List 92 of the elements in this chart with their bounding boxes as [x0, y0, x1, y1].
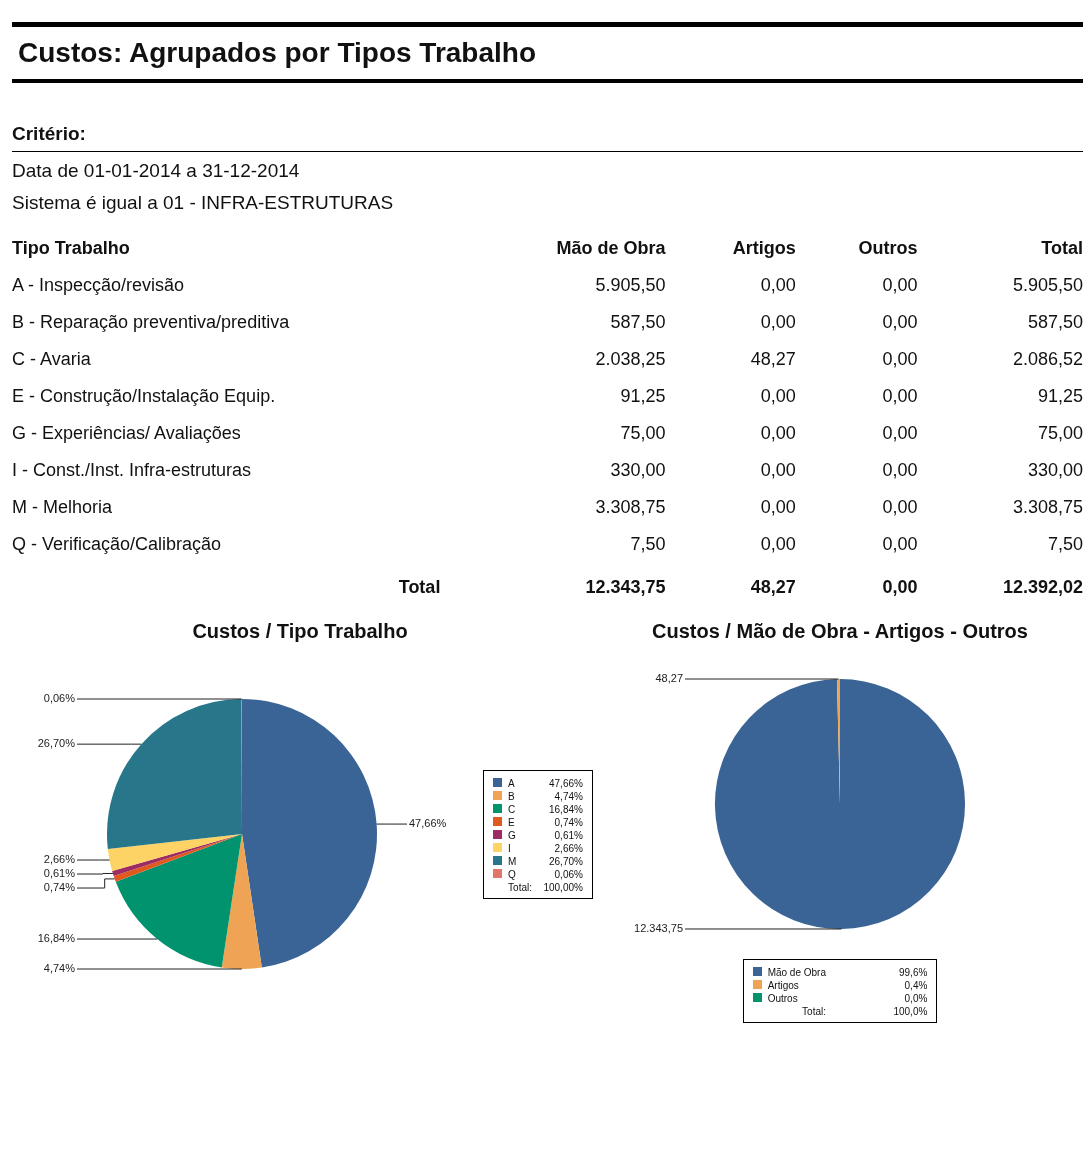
text: 26,70%	[548, 855, 583, 867]
text: 0,4%	[903, 979, 929, 992]
text: Q - Verificação/Calibração	[12, 533, 223, 556]
text: 0,00	[881, 422, 918, 445]
text: 12.392,02	[1001, 576, 1083, 599]
text: Total	[397, 576, 441, 599]
text: 2.086,52	[1011, 348, 1083, 371]
text: 100,00%	[542, 880, 584, 894]
text: 7,50	[1046, 533, 1083, 556]
text: 330,00	[609, 459, 666, 482]
text: 0,0%	[903, 992, 929, 1005]
text: Sistema é igual a 01 - INFRA-ESTRUTURAS	[12, 192, 395, 214]
data-label: 16,84%	[37, 932, 76, 945]
legend-label: M	[507, 854, 518, 868]
legend-label: Artigos	[766, 979, 800, 992]
text: 7,50	[629, 533, 666, 556]
data-label: 47,66%	[409, 817, 447, 830]
text: 0,00	[759, 274, 796, 297]
data-label: 2,66%	[43, 853, 76, 866]
legend-label: Q	[507, 867, 517, 881]
text: 2,66%	[554, 842, 583, 854]
data-label: 0,06%	[43, 692, 76, 705]
data-label: 26,70%	[37, 737, 76, 750]
text: 75,00	[619, 422, 666, 445]
text: Total:	[801, 1005, 827, 1018]
text: Artigos	[731, 237, 796, 260]
text: E - Construção/Instalação Equip.	[12, 385, 277, 408]
text: Mão de Obra	[555, 237, 666, 260]
text: 0,00	[881, 576, 918, 599]
text: 0,74%	[554, 816, 583, 828]
data-label: 12.343,75	[634, 922, 683, 935]
text: 3.308,75	[1011, 496, 1083, 519]
legend-label: I	[507, 841, 512, 855]
text: 0,00	[759, 533, 796, 556]
text: 0,00	[759, 422, 796, 445]
data-label: 0,74%	[43, 881, 76, 894]
data-label: 48,27	[655, 672, 683, 685]
text: 0,00	[881, 385, 918, 408]
legend-label: A	[507, 776, 516, 790]
text: A - Inspecção/revisão	[12, 274, 186, 297]
text: 48,27	[749, 348, 796, 371]
text: 0,00	[881, 311, 918, 334]
text: 2.038,25	[594, 348, 666, 371]
text: 587,50	[1026, 311, 1083, 334]
text: C - Avaria	[12, 348, 92, 371]
text: 0,00	[881, 533, 918, 556]
text: 0,00	[759, 311, 796, 334]
chart-title: Custos / Tipo Trabalho	[192, 620, 408, 643]
text: Outros	[857, 237, 918, 260]
text: 0,00	[759, 496, 796, 519]
data-label: 4,74%	[43, 962, 76, 975]
text: 91,25	[619, 385, 666, 408]
text: 47,66%	[548, 777, 583, 789]
legend-label: Mão de Obra	[766, 966, 827, 979]
text: B - Reparação preventiva/preditiva	[12, 311, 291, 334]
text: I - Const./Inst. Infra-estruturas	[12, 459, 253, 482]
text: 99,6%	[898, 966, 929, 979]
text: 0,00	[759, 385, 796, 408]
text: 0,00	[881, 274, 918, 297]
text: Custos: Agrupados por Tipos Trabalho	[12, 22, 1083, 83]
text: 330,00	[1026, 459, 1083, 482]
legend-label: G	[507, 828, 517, 842]
text: 0,06%	[554, 868, 583, 880]
text: Tipo Trabalho	[12, 237, 131, 260]
text: 16,84%	[548, 803, 583, 815]
text: 5.905,50	[1011, 274, 1083, 297]
text: 0,00	[881, 496, 918, 519]
legend-label: C	[507, 802, 517, 816]
legend-label: B	[507, 789, 516, 803]
text: 0,00	[881, 348, 918, 371]
text: M - Melhoria	[12, 496, 114, 519]
text: 587,50	[609, 311, 666, 334]
text: Total:	[507, 880, 533, 894]
chart-title: Custos / Mão de Obra - Artigos - Outros	[652, 620, 1028, 643]
text: 48,27	[749, 576, 796, 599]
text: 4,74%	[554, 790, 583, 802]
text: 100,0%	[892, 1005, 929, 1018]
legend-label: Outros	[766, 992, 799, 1005]
text: 12.343,75	[584, 576, 666, 599]
text: 5.905,50	[594, 274, 666, 297]
text: 3.308,75	[594, 496, 666, 519]
text: 91,25	[1036, 385, 1083, 408]
text: 75,00	[1036, 422, 1083, 445]
text: G - Experiências/ Avaliações	[12, 422, 242, 445]
text: 0,61%	[554, 829, 583, 841]
text: 0,00	[759, 459, 796, 482]
text: Total	[1040, 237, 1083, 260]
legend-label: E	[507, 815, 516, 829]
text: Critério:	[12, 123, 1083, 152]
text: Data de 01-01-2014 a 31-12-2014	[12, 160, 301, 182]
text: 0,00	[881, 459, 918, 482]
data-label: 0,61%	[43, 867, 76, 880]
